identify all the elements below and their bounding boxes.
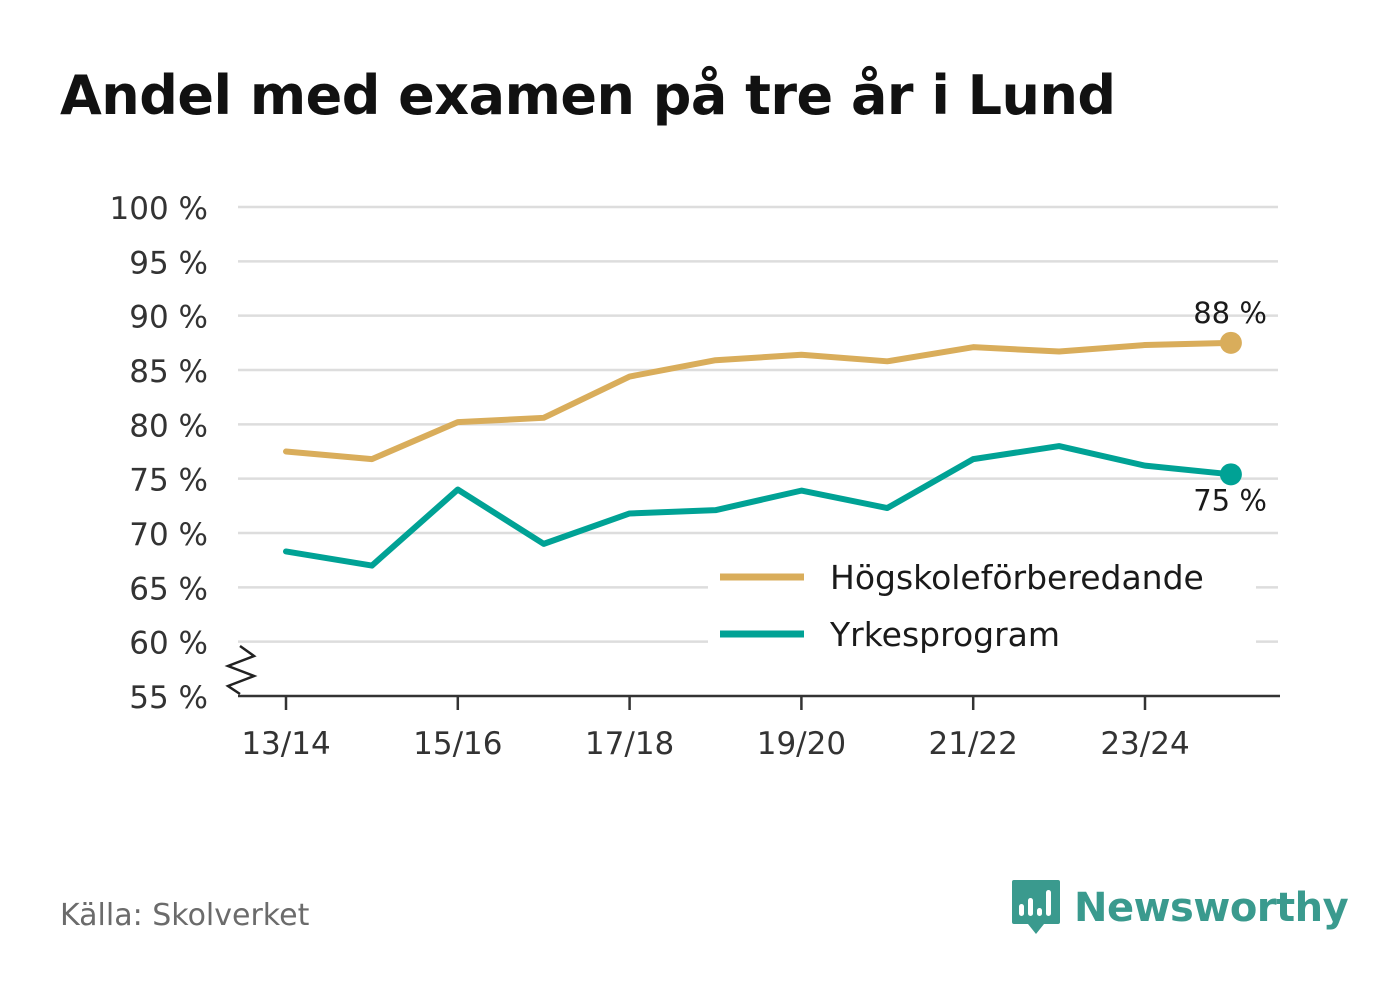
source-note: Källa: Skolverket	[60, 898, 310, 933]
brand-logo: Newsworthy	[1010, 878, 1349, 938]
x-tick-label: 17/18	[585, 726, 674, 762]
series-end-label: 75 %	[1193, 483, 1267, 517]
legend-label: Högskoleförberedande	[830, 558, 1204, 597]
series-line-hogskoleforberedande	[283, 339, 1234, 463]
x-tick-label: 15/16	[413, 726, 502, 762]
series-end-point	[1219, 331, 1242, 354]
x-axis-ticks: 13/14 15/16 17/18 19/20 21/22 23/24	[241, 696, 1190, 762]
legend: Högskoleförberedande Yrkesprogram	[708, 546, 1256, 658]
y-tick-label: 70 %	[129, 517, 208, 553]
y-tick-label: 65 %	[129, 571, 208, 607]
series-end-label: 88 %	[1193, 296, 1267, 330]
x-tick-label: 23/24	[1100, 726, 1189, 762]
x-tick-label: 21/22	[929, 726, 1018, 762]
axis-break-icon	[224, 644, 258, 696]
y-tick-label: 60 %	[129, 626, 208, 662]
y-tick-label: 85 %	[129, 354, 208, 390]
y-tick-label: 100 %	[110, 191, 208, 227]
series-end-point	[1219, 463, 1242, 486]
newsworthy-bar-chart-icon	[1012, 880, 1060, 934]
x-tick-label: 13/14	[241, 726, 330, 762]
axes	[224, 644, 1280, 698]
series-lines: 88 % 75 %	[283, 296, 1267, 569]
y-tick-label: 90 %	[129, 300, 208, 336]
y-tick-label: 80 %	[129, 408, 208, 444]
y-tick-label: 55 %	[129, 680, 208, 716]
y-tick-label: 95 %	[129, 245, 208, 281]
brand-name: Newsworthy	[1074, 885, 1349, 931]
y-tick-label: 75 %	[129, 463, 208, 499]
legend-label: Yrkesprogram	[829, 615, 1060, 654]
series-line-yrkesprogram	[283, 443, 1234, 569]
legend-box	[708, 546, 1256, 658]
y-axis-tick-labels: 55 % 60 % 65 % 70 % 75 % 80 % 85 % 90 % 95 % 100 …	[110, 191, 208, 716]
chart-title: Andel med examen på tre år i Lund	[60, 64, 1116, 127]
x-tick-label: 19/20	[757, 726, 846, 762]
